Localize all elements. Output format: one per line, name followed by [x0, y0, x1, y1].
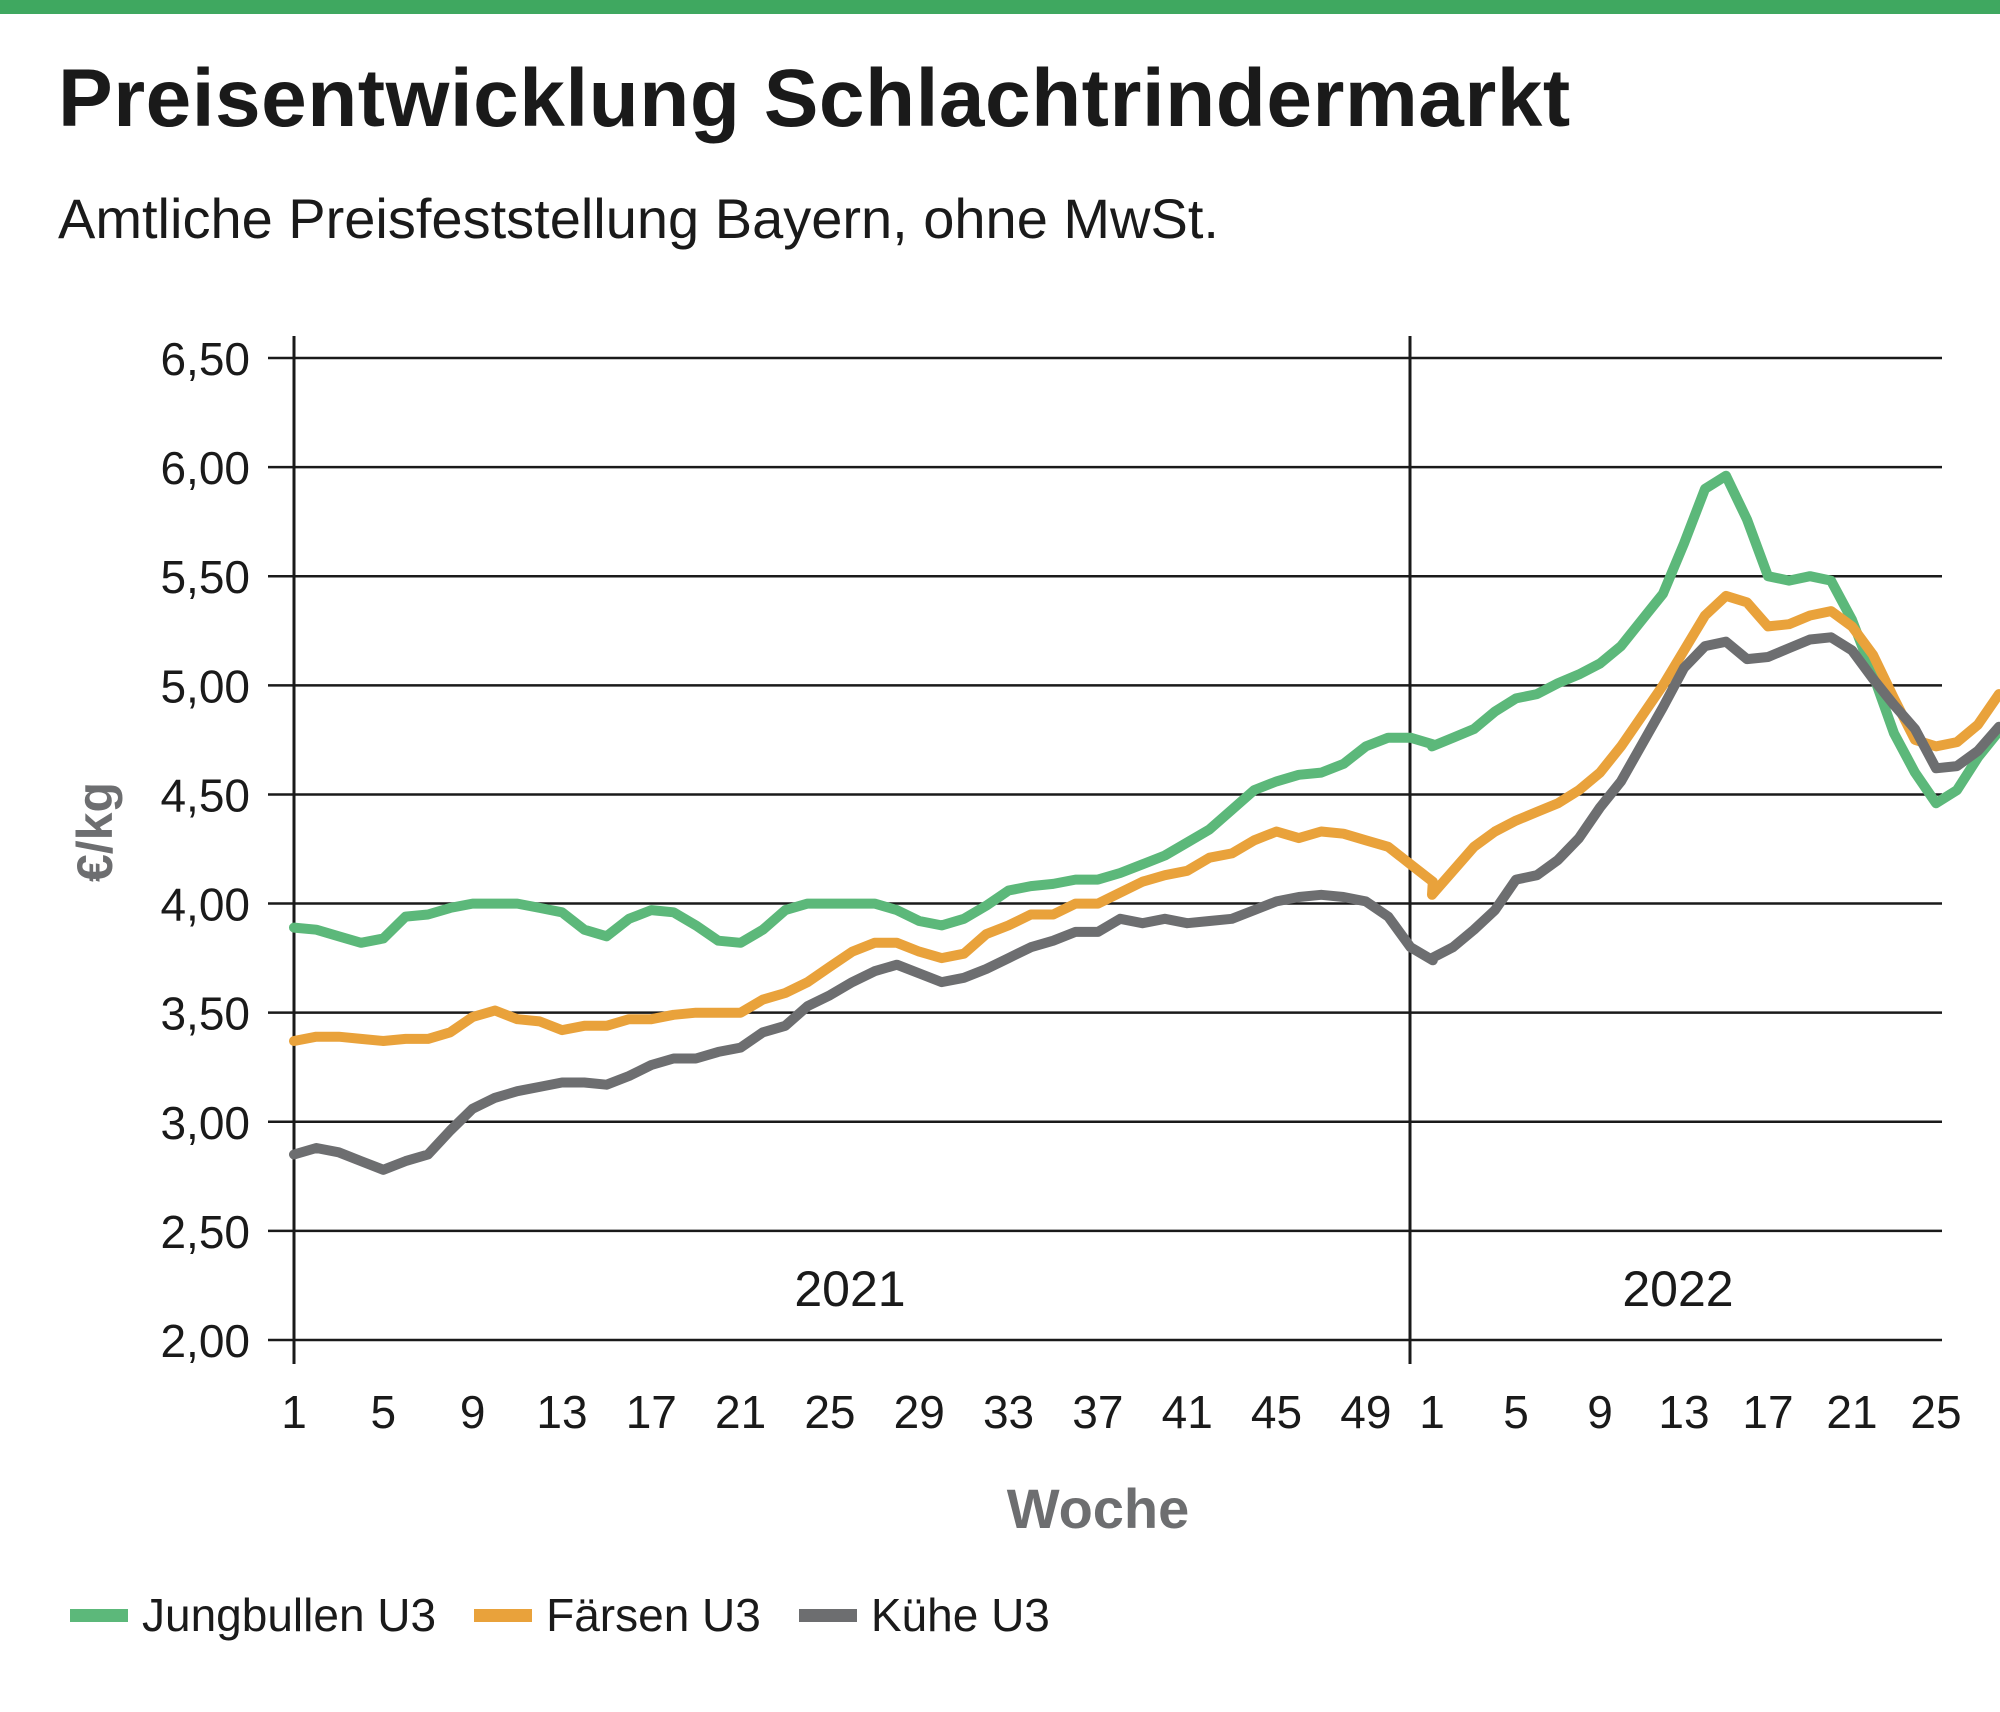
y-tick-label: 3,00: [160, 1097, 250, 1149]
x-tick-label: 13: [536, 1386, 587, 1438]
legend-swatch-jungbullen: [70, 1608, 128, 1622]
x-tick-label: 9: [1587, 1386, 1613, 1438]
chart-subtitle: Amtliche Preisfeststellung Bayern, ohne …: [58, 187, 1219, 250]
x-tick-label: 49: [1340, 1386, 1391, 1438]
top-accent-bar: [0, 0, 2000, 14]
legend-item-jungbullen: Jungbullen U3: [70, 1588, 436, 1642]
x-tick-label: 9: [460, 1386, 486, 1438]
y-tick-label: 5,00: [160, 660, 250, 712]
y-tick-label: 5,50: [160, 551, 250, 603]
x-tick-label: 37: [1072, 1386, 1123, 1438]
x-tick-label: 17: [626, 1386, 677, 1438]
x-tick-label: 13: [1658, 1386, 1709, 1438]
legend-swatch-faersen: [474, 1608, 533, 1622]
legend-label-faersen: Färsen U3: [546, 1589, 761, 1641]
x-tick-label: 45: [1251, 1386, 1302, 1438]
x-tick-label: 21: [715, 1386, 766, 1438]
y-tick-label: 4,00: [160, 879, 250, 931]
series-line-1: [289, 590, 2000, 1046]
x-tick-label: 1: [281, 1386, 307, 1438]
legend-label-kuehe: Kühe U3: [870, 1589, 1050, 1641]
x-tick-label: 5: [371, 1386, 397, 1438]
y-tick-label: 6,00: [160, 442, 250, 494]
x-tick-label: 25: [804, 1386, 855, 1438]
x-tick-label: 29: [894, 1386, 945, 1438]
x-tick-label: 25: [1910, 1386, 1961, 1438]
x-axis-label: Woche: [1007, 1477, 1190, 1540]
y-tick-label: 4,50: [160, 769, 250, 821]
y-axis-label: €/kg: [67, 782, 123, 882]
x-tick-label: 21: [1826, 1386, 1877, 1438]
legend-label-jungbullen: Jungbullen U3: [142, 1589, 437, 1641]
series-line-0: [289, 470, 2000, 948]
series-line-2: [289, 632, 2000, 1175]
x-tick-label: 33: [983, 1386, 1034, 1438]
y-tick-label: 2,00: [160, 1315, 250, 1367]
legend-swatch-kuehe: [798, 1608, 857, 1622]
y-tick-label: 3,50: [160, 988, 250, 1040]
legend: Jungbullen U3 Färsen U3 Kühe U3: [70, 1588, 1088, 1642]
x-tick-label: 5: [1503, 1386, 1529, 1438]
legend-item-faersen: Färsen U3: [474, 1588, 761, 1642]
x-tick-label: 41: [1162, 1386, 1213, 1438]
y-tick-label: 6,50: [160, 333, 250, 385]
year-label-2021: 2021: [794, 1261, 905, 1317]
legend-item-kuehe: Kühe U3: [798, 1588, 1050, 1642]
x-tick-label: 1: [1419, 1386, 1445, 1438]
chart-title: Preisentwicklung Schlachtrindermarkt: [58, 53, 1571, 144]
y-tick-label: 2,50: [160, 1206, 250, 1258]
year-label-2022: 2022: [1622, 1261, 1733, 1317]
x-tick-label: 17: [1742, 1386, 1793, 1438]
